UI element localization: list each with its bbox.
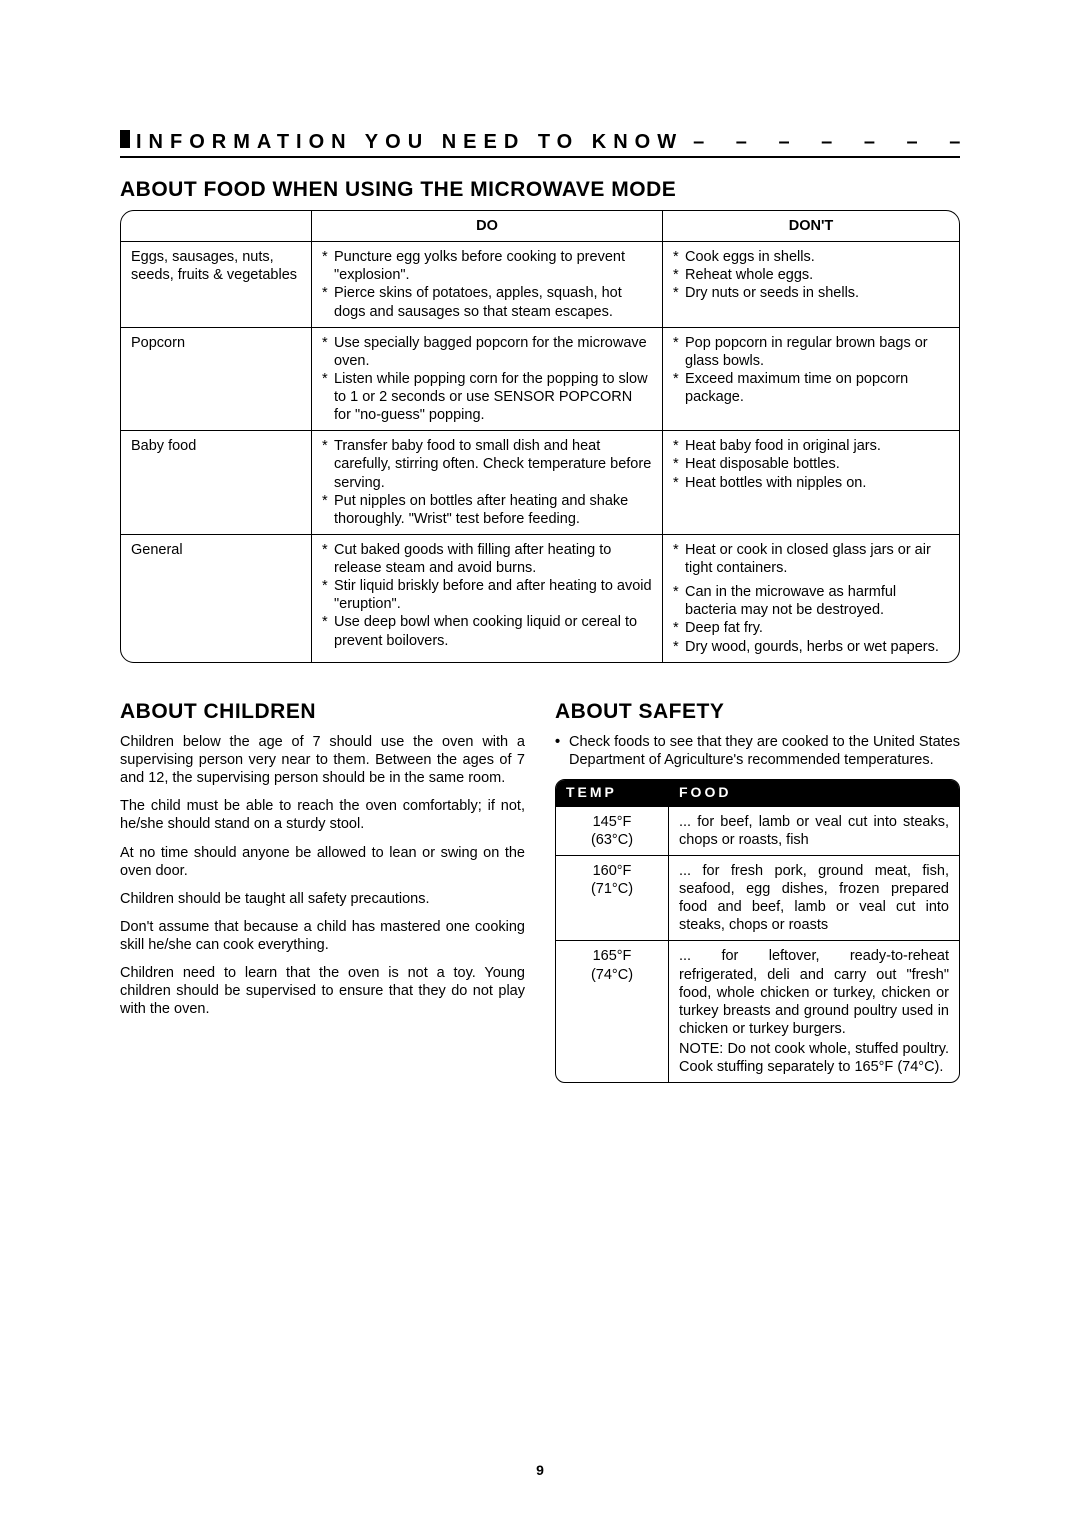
page-container: INFORMATION YOU NEED TO KNOW – – – – – –…	[0, 0, 1080, 1528]
row-do: *Transfer baby food to small dish and he…	[312, 431, 663, 535]
food-note: NOTE: Do not cook whole, stuffed poultry…	[679, 1040, 949, 1076]
children-column: ABOUT CHILDREN Children below the age of…	[120, 687, 525, 1084]
do-item: Puncture egg yolks before cooking to pre…	[334, 248, 652, 284]
children-para: Children should be taught all safety pre…	[120, 890, 525, 908]
children-para: At no time should anyone be allowed to l…	[120, 844, 525, 880]
dont-item: Pop popcorn in regular brown bags or gla…	[685, 334, 949, 370]
row-do: *Puncture egg yolks before cooking to pr…	[312, 242, 663, 328]
food-desc: ... for leftover, ready-to-reheat refrig…	[669, 941, 960, 1082]
temp-cell: 165°F (74°C)	[556, 941, 669, 1082]
children-para: Children below the age of 7 should use t…	[120, 733, 525, 787]
dont-item: Heat disposable bottles.	[685, 455, 949, 473]
row-dont: *Heat or cook in closed glass jars or ai…	[663, 534, 960, 661]
temp-table-wrapper: TEMP FOOD 145°F (63°C) ... for beef, lam…	[555, 779, 960, 1083]
food-table: DO DON'T Eggs, sausages, nuts, seeds, fr…	[121, 211, 959, 662]
header-dashes: – – – – – – – – – – – – –	[693, 131, 960, 154]
temp-row: 145°F (63°C) ... for beef, lamb or veal …	[556, 806, 959, 855]
table-row: Popcorn *Use specially bagged popcorn fo…	[121, 327, 959, 431]
temp-c: (71°C)	[591, 881, 633, 897]
temp-f: 160°F	[593, 863, 632, 879]
dont-item: Can in the microwave as harmful bacteria…	[685, 583, 949, 619]
safety-intro-text: Check foods to see that they are cooked …	[569, 733, 960, 769]
table-header-row: DO DON'T	[121, 211, 959, 242]
temp-table: TEMP FOOD 145°F (63°C) ... for beef, lam…	[556, 780, 959, 1082]
table-row: Baby food *Transfer baby food to small d…	[121, 431, 959, 535]
temp-c: (63°C)	[591, 832, 633, 848]
section-title-food: ABOUT FOOD WHEN USING THE MICROWAVE MODE	[120, 178, 960, 202]
safety-column: ABOUT SAFETY • Check foods to see that t…	[555, 687, 960, 1084]
do-item: Listen while popping corn for the poppin…	[334, 370, 652, 424]
do-item: Pierce skins of potatoes, apples, squash…	[334, 284, 652, 320]
children-para: Children need to learn that the oven is …	[120, 964, 525, 1018]
do-item: Transfer baby food to small dish and hea…	[334, 437, 652, 491]
children-para: Don't assume that because a child has ma…	[120, 918, 525, 954]
temp-c: (74°C)	[591, 967, 633, 983]
page-number: 9	[0, 1462, 1080, 1478]
section-title-safety: ABOUT SAFETY	[555, 699, 960, 725]
row-label: Eggs, sausages, nuts, seeds, fruits & ve…	[121, 242, 312, 328]
dont-item: Dry wood, gourds, herbs or wet papers.	[685, 638, 949, 656]
temp-cell: 160°F (71°C)	[556, 855, 669, 941]
children-para: The child must be able to reach the oven…	[120, 797, 525, 833]
col-header-do: DO	[312, 211, 663, 242]
temp-cell: 145°F (63°C)	[556, 806, 669, 855]
safety-intro: • Check foods to see that they are cooke…	[555, 733, 960, 769]
two-column-layout: ABOUT CHILDREN Children below the age of…	[120, 687, 960, 1084]
row-label: Baby food	[121, 431, 312, 535]
page-header: INFORMATION YOU NEED TO KNOW – – – – – –…	[120, 130, 960, 158]
section-title-children: ABOUT CHILDREN	[120, 699, 525, 725]
dont-item: Heat baby food in original jars.	[685, 437, 949, 455]
do-item: Use deep bowl when cooking liquid or cer…	[334, 613, 652, 649]
temp-row: 165°F (74°C) ... for leftover, ready-to-…	[556, 941, 959, 1082]
row-dont: *Pop popcorn in regular brown bags or gl…	[663, 327, 960, 431]
food-header: FOOD	[669, 780, 960, 806]
food-desc: ... for beef, lamb or veal cut into stea…	[669, 806, 960, 855]
food-desc-text: ... for leftover, ready-to-reheat refrig…	[679, 948, 949, 1037]
table-row: General *Cut baked goods with filling af…	[121, 534, 959, 661]
dont-item: Deep fat fry.	[685, 619, 949, 637]
do-item: Stir liquid briskly before and after hea…	[334, 577, 652, 613]
temp-row: 160°F (71°C) ... for fresh pork, ground …	[556, 855, 959, 941]
do-item: Cut baked goods with filling after heati…	[334, 541, 652, 577]
dont-item: Cook eggs in shells.	[685, 248, 949, 266]
row-do: *Cut baked goods with filling after heat…	[312, 534, 663, 661]
temp-header-row: TEMP FOOD	[556, 780, 959, 806]
note-label: NOTE:	[679, 1041, 723, 1057]
dont-item: Exceed maximum time on popcorn package.	[685, 370, 949, 406]
do-item: Use specially bagged popcorn for the mic…	[334, 334, 652, 370]
row-dont: *Cook eggs in shells. *Reheat whole eggs…	[663, 242, 960, 328]
temp-f: 145°F	[593, 814, 632, 830]
row-label: Popcorn	[121, 327, 312, 431]
temp-header: TEMP	[556, 780, 669, 806]
food-desc: ... for fresh pork, ground meat, fish, s…	[669, 855, 960, 941]
header-title: INFORMATION YOU NEED TO KNOW	[136, 131, 683, 154]
header-bar-icon	[120, 130, 130, 148]
col-header-empty	[121, 211, 312, 242]
col-header-dont: DON'T	[663, 211, 960, 242]
row-label: General	[121, 534, 312, 661]
do-item: Put nipples on bottles after heating and…	[334, 492, 652, 528]
dont-item: Reheat whole eggs.	[685, 266, 949, 284]
food-table-wrapper: DO DON'T Eggs, sausages, nuts, seeds, fr…	[120, 210, 960, 663]
dont-item: Heat bottles with nipples on.	[685, 474, 949, 492]
dont-item: Dry nuts or seeds in shells.	[685, 284, 949, 302]
dont-item: Heat or cook in closed glass jars or air…	[685, 541, 949, 577]
row-do: *Use specially bagged popcorn for the mi…	[312, 327, 663, 431]
temp-f: 165°F	[593, 948, 632, 964]
table-row: Eggs, sausages, nuts, seeds, fruits & ve…	[121, 242, 959, 328]
row-dont: *Heat baby food in original jars. *Heat …	[663, 431, 960, 535]
